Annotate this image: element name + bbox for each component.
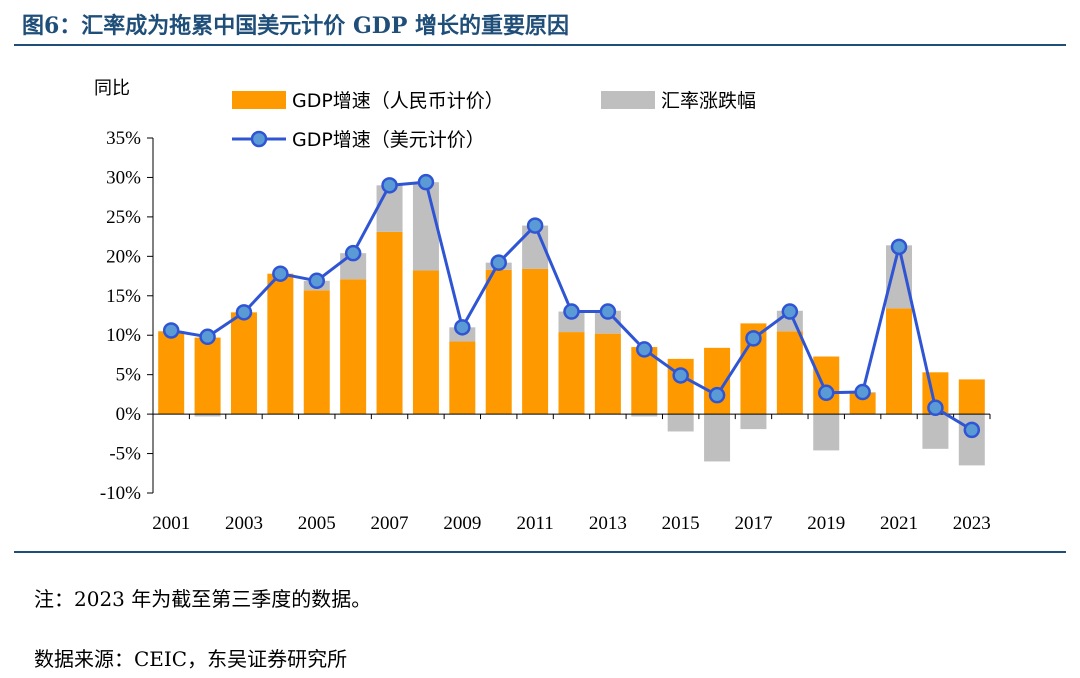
bar-fx [194,414,221,417]
bar-gdp-rmb [522,268,549,415]
bar-fx [704,414,731,462]
y-tick-label: 5% [116,365,142,386]
y-tick-label: 10% [106,325,141,346]
bar-gdp-rmb [594,333,621,415]
x-tick-label: 2023 [953,513,991,534]
bar-gdp-rmb [158,331,185,415]
legend-swatch-fx [601,91,655,109]
x-tick-label: 2011 [516,513,553,534]
y-unit-label: 同比 [94,78,130,99]
point-gdp-usd [308,272,326,290]
x-tick-label: 2009 [443,513,481,534]
y-tick-label: 20% [106,246,141,267]
bar-gdp-rmb [958,379,985,415]
point-gdp-usd [927,399,944,417]
point-gdp-usd [745,330,762,347]
point-gdp-usd [235,304,253,321]
bar-gdp-rmb [631,347,658,415]
y-axis: -10% -5% 0% 5% 10% 15% 20% 25% 30% 35% [100,128,154,504]
bar-gdp-rmb [376,231,403,415]
y-tick-label: 15% [106,286,141,307]
y-tick-label: 25% [106,207,141,228]
legend-swatch-gdp-rmb [232,91,286,109]
point-gdp-usd [672,367,689,384]
point-gdp-usd [417,173,435,191]
y-tick-label: 30% [106,167,141,188]
legend-label-gdp-rmb: GDP增速（人民币计价） [292,90,504,112]
y-tick-label: -5% [109,444,141,465]
chart-note: 注：2023 年为截至第三季度的数据。 [34,587,372,611]
bar-fx [922,414,949,449]
point-gdp-usd [563,303,580,320]
x-tick-label: 2007 [371,513,409,534]
point-gdp-usd [781,303,799,320]
point-gdp-usd [490,254,507,271]
line-series [162,173,981,439]
y-tick-label: -10% [100,483,141,504]
point-gdp-usd [272,265,289,282]
figure-title: 图6：汇率成为拖累中国美元计价 GDP 增长的重要原因 [22,13,570,39]
bars [158,182,985,466]
bar-gdp-rmb [340,279,367,415]
x-tick-label: 2003 [225,513,263,534]
x-tick-label: 2005 [298,513,336,534]
legend-label-fx: 汇率涨跌幅 [661,90,756,112]
y-tick-label: 0% [116,404,142,425]
x-tick-label: 2015 [662,513,700,534]
point-gdp-usd [854,383,871,401]
bar-line-chart: 同比 GDP增速（人民币计价） 汇率涨跌幅 GDP增速（美元计价） -10% -5% 0… [94,78,991,534]
y-tick-label: 35% [106,128,141,149]
point-gdp-usd [381,177,398,194]
bar-gdp-rmb [412,270,439,415]
point-gdp-usd [526,217,544,234]
bar-fx [558,311,585,333]
bar-gdp-rmb [849,392,876,415]
legend: GDP增速（人民币计价） 汇率涨跌幅 GDP增速（美元计价） [232,90,756,151]
footer-rule [14,551,1066,553]
bar-fx [412,182,439,271]
x-tick-label: 2021 [880,513,918,534]
bar-fx [740,414,767,430]
bar-gdp-rmb [230,312,257,415]
legend-swatch-gdp-usd-marker [250,130,268,148]
bar-gdp-rmb [485,269,512,415]
point-gdp-usd [636,341,653,358]
data-source: 数据来源：CEIC，东吴证券研究所 [34,647,348,671]
bar-gdp-rmb [776,331,803,415]
point-gdp-usd [890,238,908,256]
bar-gdp-rmb [558,332,585,415]
x-axis: 2001 2003 2005 2007 2009 2011 2013 2015 2017 2019… [152,413,991,534]
point-gdp-usd [199,328,216,346]
x-tick-label: 2019 [807,513,845,534]
point-gdp-usd [162,322,180,339]
bar-gdp-rmb [267,273,294,415]
bar-gdp-rmb [886,308,913,415]
bar-fx [813,414,840,451]
bar-fx [667,414,694,432]
point-gdp-usd [454,319,471,336]
bar-gdp-rmb [194,337,221,415]
bar-gdp-rmb [303,290,330,415]
point-gdp-usd [963,421,981,439]
point-gdp-usd [817,384,835,402]
x-tick-label: 2001 [152,513,190,534]
title-rule [14,44,1066,46]
x-tick-label: 2013 [589,513,627,534]
point-gdp-usd [599,303,617,320]
bar-fx [631,414,658,417]
point-gdp-usd [344,244,362,262]
x-tick-label: 2017 [734,513,772,534]
legend-label-gdp-usd: GDP增速（美元计价） [292,129,485,151]
point-gdp-usd [708,386,726,404]
bar-gdp-rmb [449,341,476,415]
